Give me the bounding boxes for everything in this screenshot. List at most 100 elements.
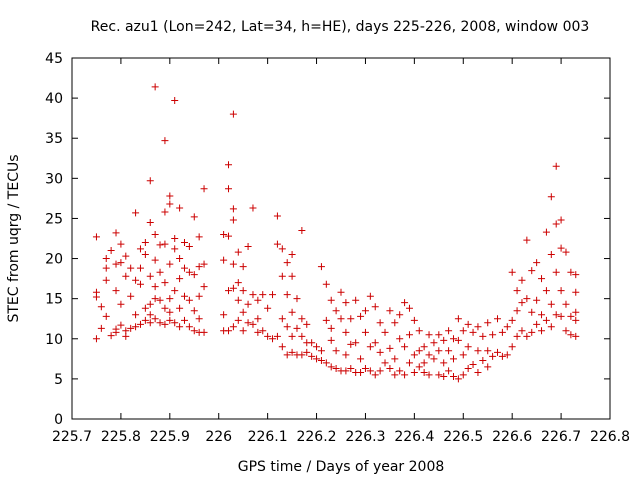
- data-point: [303, 320, 311, 328]
- y-tick-label: 5: [54, 372, 63, 388]
- data-point: [538, 275, 546, 283]
- data-point: [440, 336, 448, 344]
- data-point: [572, 288, 580, 296]
- data-point: [180, 239, 188, 247]
- data-point: [303, 348, 311, 356]
- data-point: [342, 328, 350, 336]
- data-point: [337, 288, 345, 296]
- data-point: [357, 355, 365, 363]
- data-point: [234, 248, 242, 256]
- data-point: [547, 193, 555, 201]
- data-point: [557, 244, 565, 252]
- data-point: [176, 275, 184, 283]
- y-tick-label: 15: [45, 292, 63, 308]
- data-point: [195, 233, 203, 241]
- data-point: [136, 245, 144, 253]
- data-point: [141, 251, 149, 259]
- data-point: [239, 263, 247, 271]
- data-point: [146, 319, 154, 327]
- data-point: [396, 311, 404, 319]
- data-point: [254, 328, 262, 336]
- data-point: [498, 328, 506, 336]
- data-point: [518, 299, 526, 307]
- data-point: [298, 351, 306, 359]
- data-point: [352, 339, 360, 347]
- data-point: [141, 239, 149, 247]
- x-tick-label: 226.4: [394, 429, 434, 445]
- data-point: [533, 296, 541, 304]
- data-point: [136, 320, 144, 328]
- data-point: [278, 272, 286, 280]
- data-point: [151, 230, 159, 238]
- data-point: [313, 355, 321, 363]
- data-point: [283, 351, 291, 359]
- data-point: [195, 263, 203, 271]
- data-point: [562, 248, 570, 256]
- data-point: [117, 240, 125, 248]
- data-point: [102, 312, 110, 320]
- data-point: [161, 208, 169, 216]
- data-point: [180, 316, 188, 324]
- data-point: [141, 316, 149, 324]
- data-point: [440, 359, 448, 367]
- data-point: [151, 283, 159, 291]
- data-point: [562, 327, 570, 335]
- data-point: [342, 299, 350, 307]
- data-point: [366, 292, 374, 300]
- data-point: [425, 331, 433, 339]
- data-point: [459, 371, 467, 379]
- data-point: [391, 319, 399, 327]
- data-point: [166, 200, 174, 208]
- data-point: [415, 347, 423, 355]
- data-point: [557, 312, 565, 320]
- data-point: [288, 272, 296, 280]
- data-point: [273, 212, 281, 220]
- data-point: [464, 343, 472, 351]
- data-point: [386, 307, 394, 315]
- data-point: [445, 367, 453, 375]
- data-point: [166, 308, 174, 316]
- data-point: [371, 371, 379, 379]
- data-points: [92, 83, 580, 383]
- data-point: [322, 359, 330, 367]
- y-axis-label: STEC from uqrg / TECUs: [6, 154, 22, 322]
- data-point: [542, 316, 550, 324]
- data-point: [249, 320, 257, 328]
- data-point: [171, 97, 179, 105]
- data-point: [293, 295, 301, 303]
- data-point: [528, 328, 536, 336]
- data-point: [533, 320, 541, 328]
- data-point: [474, 347, 482, 355]
- data-point: [244, 300, 252, 308]
- data-point: [225, 232, 233, 240]
- data-point: [195, 315, 203, 323]
- data-point: [288, 348, 296, 356]
- data-point: [464, 364, 472, 372]
- data-point: [361, 328, 369, 336]
- data-point: [523, 295, 531, 303]
- data-point: [528, 308, 536, 316]
- data-point: [239, 327, 247, 335]
- data-point: [547, 300, 555, 308]
- data-point: [298, 226, 306, 234]
- data-point: [449, 355, 457, 363]
- data-point: [454, 336, 462, 344]
- data-point: [396, 367, 404, 375]
- data-point: [371, 303, 379, 311]
- data-point: [547, 251, 555, 259]
- data-point: [557, 287, 565, 295]
- data-point: [391, 355, 399, 363]
- data-point: [484, 319, 492, 327]
- data-point: [176, 304, 184, 312]
- data-point: [176, 255, 184, 263]
- data-point: [107, 247, 115, 255]
- data-point: [533, 259, 541, 267]
- data-point: [107, 332, 115, 340]
- data-point: [225, 185, 233, 193]
- data-point: [381, 359, 389, 367]
- data-point: [180, 264, 188, 272]
- data-point: [322, 280, 330, 288]
- x-tick-label: 226: [205, 429, 232, 445]
- data-point: [332, 307, 340, 315]
- data-point: [244, 319, 252, 327]
